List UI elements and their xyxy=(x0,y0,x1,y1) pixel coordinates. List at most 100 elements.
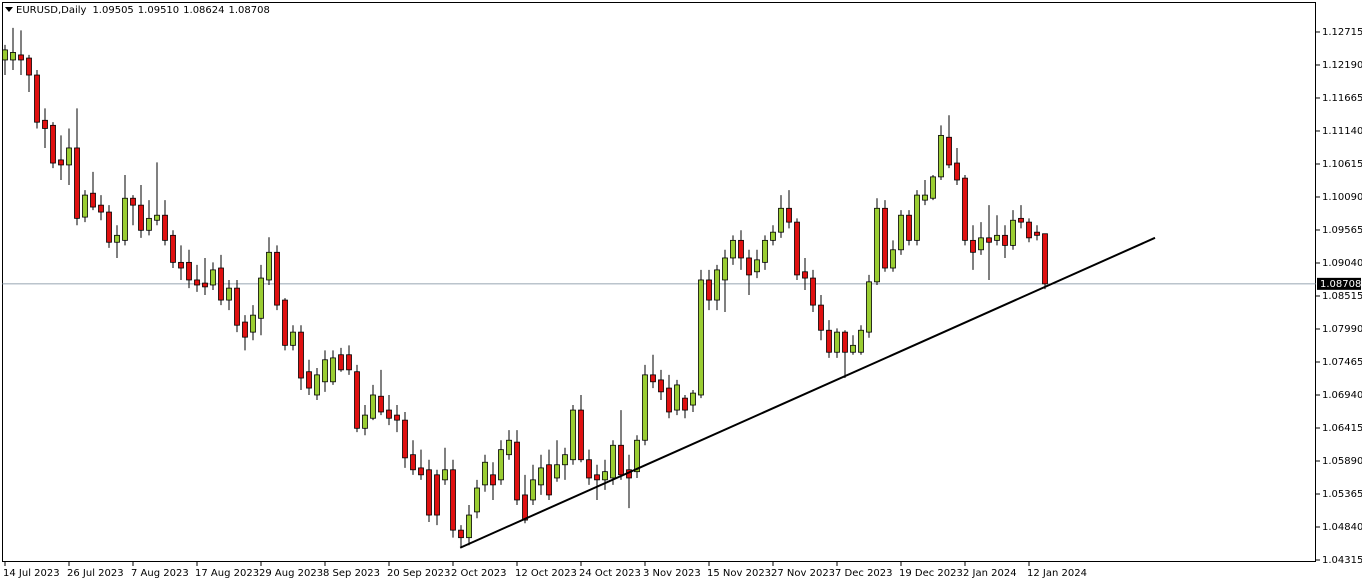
x-tick-label: 29 Aug 2023 xyxy=(259,568,323,579)
candle-body-down xyxy=(58,159,64,166)
y-tick-label: 1.04315 xyxy=(1322,555,1362,566)
candle-body-up xyxy=(530,479,536,501)
header-open: 1.09505 xyxy=(92,5,133,16)
candle-body-down xyxy=(682,397,688,411)
candle-body-up xyxy=(330,357,336,383)
candle-body-down xyxy=(1042,233,1048,285)
candle-body-up xyxy=(714,269,720,301)
candle-body-up xyxy=(82,194,88,218)
candle-body-up xyxy=(602,471,608,481)
candle-body-down xyxy=(426,469,432,516)
symbol-menu-arrow[interactable] xyxy=(5,7,13,12)
candle-body-down xyxy=(346,354,352,371)
candle-body-up xyxy=(314,374,320,396)
trendline xyxy=(459,236,1156,549)
candle-body-up xyxy=(146,217,152,231)
candle-body-up xyxy=(266,251,272,281)
candle-body-down xyxy=(946,136,952,166)
chart-title: EURUSD,Daily xyxy=(16,5,87,16)
candle-body-down xyxy=(42,119,48,129)
candle-body-up xyxy=(730,239,736,259)
x-tick-label: 12 Jan 2024 xyxy=(1027,568,1087,579)
candle-body-up xyxy=(778,207,784,233)
candle-body-down xyxy=(706,279,712,301)
candle-body-up xyxy=(2,49,8,61)
candle-body-up xyxy=(722,257,728,281)
candle-body-down xyxy=(202,282,208,288)
candle-body-up xyxy=(322,359,328,383)
candle-body-down xyxy=(658,379,664,393)
candle-body-up xyxy=(210,269,216,286)
candle-body-up xyxy=(754,259,760,273)
candle-body-up xyxy=(762,239,768,263)
candle-body-down xyxy=(434,474,440,516)
candle-body-down xyxy=(50,124,56,164)
candle-body-up xyxy=(498,449,504,481)
candle-body-down xyxy=(746,257,752,276)
candle-body-down xyxy=(954,162,960,181)
chart-header: EURUSD,Daily 1.09505 1.09510 1.08624 1.08708 xyxy=(16,5,270,16)
y-tick-label: 1.06940 xyxy=(1322,390,1362,401)
candle-body-down xyxy=(586,459,592,479)
candle-body-up xyxy=(290,331,296,346)
candle-body-up xyxy=(570,409,576,461)
header-close: 1.08708 xyxy=(229,5,270,16)
y-tick-label: 1.06415 xyxy=(1322,423,1362,434)
x-tick-label: 3 Nov 2023 xyxy=(643,568,701,579)
candle-body-down xyxy=(618,444,624,476)
candle-body-up xyxy=(674,384,680,411)
candle-body-up xyxy=(482,461,488,486)
candle-body-down xyxy=(906,214,912,241)
x-tick-label: 14 Jul 2023 xyxy=(3,568,60,579)
candle-body-up xyxy=(930,176,936,199)
y-tick-label: 1.10090 xyxy=(1322,192,1362,203)
candle-body-down xyxy=(74,147,80,219)
candle-body-up xyxy=(634,439,640,473)
candle-body-down xyxy=(842,331,848,353)
y-tick-label: 1.05890 xyxy=(1322,456,1362,467)
candle-body-down xyxy=(242,321,248,338)
y-tick-label: 1.08515 xyxy=(1322,291,1362,302)
candle-body-down xyxy=(458,529,464,539)
candle-body-up xyxy=(114,234,120,243)
candle-body-down xyxy=(18,54,24,61)
candle-body-up xyxy=(10,52,16,61)
x-tick-label: 20 Sep 2023 xyxy=(387,568,450,579)
candle-body-down xyxy=(106,211,112,243)
candle-body-up xyxy=(554,464,560,479)
candle-body-down xyxy=(450,469,456,531)
candle-body-up xyxy=(506,439,512,456)
candle-body-up xyxy=(938,134,944,178)
current-price-tag xyxy=(1317,277,1361,290)
candle-body-down xyxy=(410,454,416,471)
x-tick-label: 15 Nov 2023 xyxy=(707,568,771,579)
candle-body-up xyxy=(898,214,904,251)
candle-body-down xyxy=(986,237,992,243)
candle-body-up xyxy=(466,514,472,539)
candle-body-down xyxy=(594,474,600,481)
candles xyxy=(2,27,1048,548)
candle-body-down xyxy=(1026,221,1032,239)
candle-body-up xyxy=(362,414,368,429)
x-tick-label: 2 Oct 2023 xyxy=(451,568,506,579)
candle-body-up xyxy=(474,487,480,513)
candle-body-up xyxy=(66,147,72,166)
candle-body-up xyxy=(442,469,448,481)
candle-body-down xyxy=(650,374,656,383)
candle-body-down xyxy=(178,261,184,269)
candle-body-up xyxy=(978,237,984,251)
y-tick-label: 1.11665 xyxy=(1322,93,1362,104)
candle-body-down xyxy=(386,409,392,419)
y-tick-label: 1.07465 xyxy=(1322,357,1362,368)
candle-body-down xyxy=(786,207,792,223)
header-high: 1.09510 xyxy=(138,5,179,16)
current-price-label: 1.08708 xyxy=(1320,279,1361,290)
candle-body-down xyxy=(186,261,192,281)
candle-body-down xyxy=(522,494,528,521)
candle-body-up xyxy=(258,277,264,319)
candle-body-up xyxy=(866,281,872,333)
candle-body-down xyxy=(826,329,832,353)
candle-body-down xyxy=(818,304,824,331)
y-tick-label: 1.11140 xyxy=(1322,126,1362,137)
